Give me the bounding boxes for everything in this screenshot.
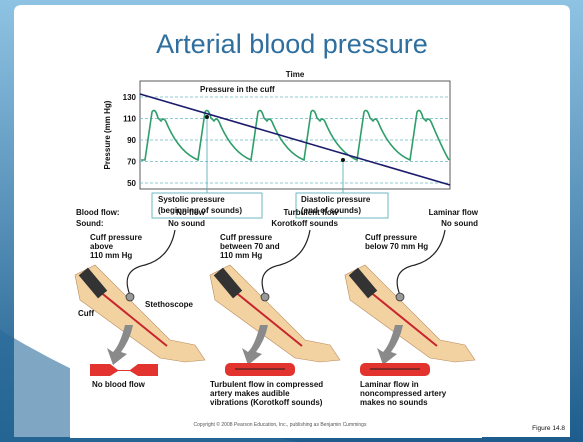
cuff-pressure-label: Cuff pressure (220, 233, 273, 242)
caption: artery makes audible (210, 389, 290, 398)
sound-label: No sound (441, 219, 478, 228)
part-label: Stethoscope (145, 300, 194, 309)
diastolic-point (341, 158, 345, 162)
stethoscope-head (396, 293, 404, 301)
figure: Time Pressure (mm Hg) 130 110 90 70 50 Press… (70, 68, 482, 438)
cuff-pressure-label: between 70 and (220, 242, 280, 251)
stethoscope-head (126, 293, 134, 301)
row-label: Blood flow: (76, 208, 120, 217)
y-tick-label: 70 (127, 158, 136, 167)
systolic-label: Systolic pressure (158, 195, 225, 204)
slide: Arterial blood pressure Time Pressure (m… (0, 0, 583, 442)
y-tick-label: 130 (123, 93, 137, 102)
part-label: Cuff (78, 309, 94, 318)
cuff-pressure-label: below 70 mm Hg (365, 242, 428, 251)
figure-number: Figure 14.8 (532, 425, 565, 432)
sound-label: No sound (168, 219, 205, 228)
copyright: Copyright © 2008 Pearson Education, Inc.… (194, 421, 367, 428)
caption: Laminar flow in (360, 380, 419, 389)
row-label: Sound: (76, 219, 104, 228)
y-tick-label: 50 (127, 179, 136, 188)
diastolic-label: Diastolic pressure (301, 195, 371, 204)
slide-title: Arterial blood pressure (156, 29, 428, 59)
cuff-pressure-label: 110 mm Hg (220, 251, 262, 260)
caption: makes no sounds (360, 398, 428, 407)
cuff-pressure-label: 110 mm Hg (90, 251, 132, 260)
caption: No blood flow (92, 380, 146, 389)
caption: noncompressed artery (360, 389, 447, 398)
flow-label: Laminar flow (429, 208, 479, 217)
cuff-pressure-label: above (90, 242, 114, 251)
cuff-label: Pressure in the cuff (200, 85, 275, 94)
y-tick-label: 110 (123, 115, 136, 124)
caption: vibrations (Korotkoff sounds) (210, 398, 323, 407)
stethoscope-head (261, 293, 269, 301)
flow-label: Turbulent flow (283, 208, 338, 217)
flow-label: No flow (176, 208, 206, 217)
caption: Turbulent flow in compressed (210, 380, 323, 389)
x-label: Time (286, 70, 305, 79)
cuff-pressure-label: Cuff pressure (90, 233, 143, 242)
y-tick-label: 90 (127, 136, 136, 145)
sound-label: Korotkoff sounds (271, 219, 338, 228)
y-label: Pressure (mm Hg) (103, 100, 112, 169)
cuff-pressure-label: Cuff pressure (365, 233, 418, 242)
systolic-point (205, 115, 209, 119)
